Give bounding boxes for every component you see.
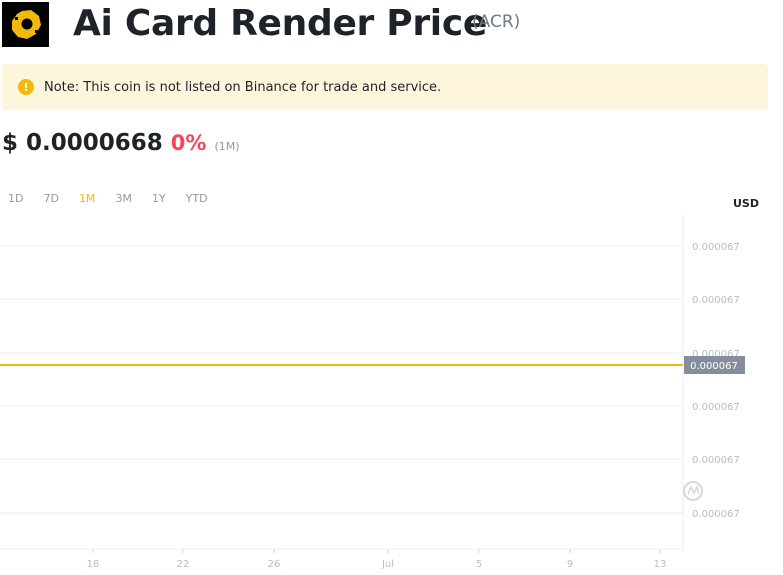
y-tick-label: 0.000067 bbox=[692, 242, 740, 253]
x-tick-label: 26 bbox=[268, 559, 281, 570]
y-tick-label: 0.000067 bbox=[692, 349, 740, 360]
tab-3m[interactable]: 3M bbox=[115, 192, 132, 205]
price-chart[interactable]: 0.0000670.0000670.0000670.0000670.000067… bbox=[0, 214, 783, 575]
currency-label[interactable]: USD bbox=[733, 197, 759, 210]
x-tick-label: 5 bbox=[476, 559, 482, 570]
current-price-tag-label: 0.000067 bbox=[690, 361, 738, 372]
coin-logo bbox=[2, 2, 49, 47]
coinmarketcap-icon bbox=[683, 481, 703, 501]
y-tick-label: 0.000067 bbox=[692, 455, 740, 466]
tab-ytd[interactable]: YTD bbox=[185, 192, 208, 205]
tab-1y[interactable]: 1Y bbox=[151, 192, 166, 205]
current-price-tag bbox=[684, 356, 745, 374]
y-tick-label: 0.000067 bbox=[692, 509, 740, 520]
listing-note-banner: ! Note: This coin is not listed on Binan… bbox=[2, 64, 768, 110]
x-tick-label: 13 bbox=[654, 559, 667, 570]
tab-7d[interactable]: 7D bbox=[43, 192, 59, 205]
coinmarketcap-icon-mark bbox=[687, 484, 700, 495]
x-tick-label: 9 bbox=[567, 559, 573, 570]
exclamation-icon: ! bbox=[18, 79, 34, 95]
price-row: $ 0.0000668 0% (1M) bbox=[2, 130, 240, 156]
y-tick-label: 0.000067 bbox=[692, 402, 740, 413]
timeframe-tabs: 1D 7D 1M 3M 1Y YTD bbox=[8, 192, 228, 205]
x-tick-label: 18 bbox=[87, 559, 100, 570]
note-text: Note: This coin is not listed on Binance… bbox=[44, 79, 442, 95]
tab-1m[interactable]: 1M bbox=[78, 192, 96, 205]
y-tick-label: 0.000067 bbox=[692, 295, 740, 306]
x-tick-label: 22 bbox=[177, 559, 190, 570]
price-change: 0% bbox=[170, 131, 207, 155]
coin-ticker: (ACR) bbox=[472, 12, 521, 32]
x-tick-label: Jul bbox=[381, 559, 394, 570]
ai-card-logo-icon bbox=[11, 9, 41, 39]
page-title: Ai Card Render Price bbox=[73, 3, 487, 44]
tab-1d[interactable]: 1D bbox=[8, 192, 24, 205]
change-period: (1M) bbox=[214, 140, 240, 153]
current-price: $ 0.0000668 bbox=[2, 130, 163, 156]
